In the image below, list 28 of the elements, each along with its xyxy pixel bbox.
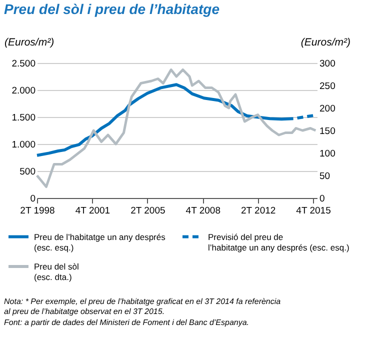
- y-tick-label: 2.500: [12, 58, 36, 70]
- y-axis-title: (Euros/m²): [4, 36, 54, 48]
- y-tick-label: 2.000: [12, 86, 36, 96]
- legend-label: Preu del sòl (esc. dta.): [34, 262, 79, 282]
- x-tick-label: 4T 2001: [75, 206, 110, 216]
- y2-tick-label: 150: [320, 126, 336, 137]
- y-tick-label: 0: [30, 194, 36, 204]
- y2-tick-label: 100: [320, 148, 336, 160]
- legend-label: Previsió del preu de l’habitatge un any després (esc. esq.): [208, 232, 350, 252]
- text: Font: a partir de dades del Ministeri de Foment i del Banc d’Espanya.: [4, 318, 250, 327]
- y2-tick-label: 0: [320, 194, 325, 204]
- y2-tick-label: 50: [320, 171, 330, 182]
- y2-axis-title: (Euros/m²): [300, 36, 350, 48]
- y-tick-label: 1.000: [12, 140, 36, 150]
- x-tick-label: 2T 1998: [20, 206, 55, 216]
- y2-tick-label: 300: [320, 58, 336, 70]
- x-tick-label: 2T 2005: [130, 206, 166, 216]
- line-series: [36, 68, 317, 188]
- text: Nota: * Per exemple, el preu de l’habitatge graficat en el 3T 2014 fa referència al preu de l’habitatge observat en el 3T 2015.: [4, 297, 282, 316]
- x-tick-label: 4T 2015: [296, 206, 331, 216]
- x-tick-label: 2T 2012: [240, 206, 276, 216]
- y-tick-label: 500: [20, 166, 36, 178]
- legend-label: Preu de l’habitatge un any després (esc. esq.): [34, 232, 166, 252]
- y2-tick-label: 250: [320, 81, 336, 92]
- x-tick-label: 4T 2008: [186, 206, 220, 216]
- y-tick-label: 1.500: [12, 112, 36, 124]
- chart-title: Preu del sòl i preu de l’habitatge: [4, 1, 220, 17]
- y2-tick-label: 200: [320, 104, 336, 114]
